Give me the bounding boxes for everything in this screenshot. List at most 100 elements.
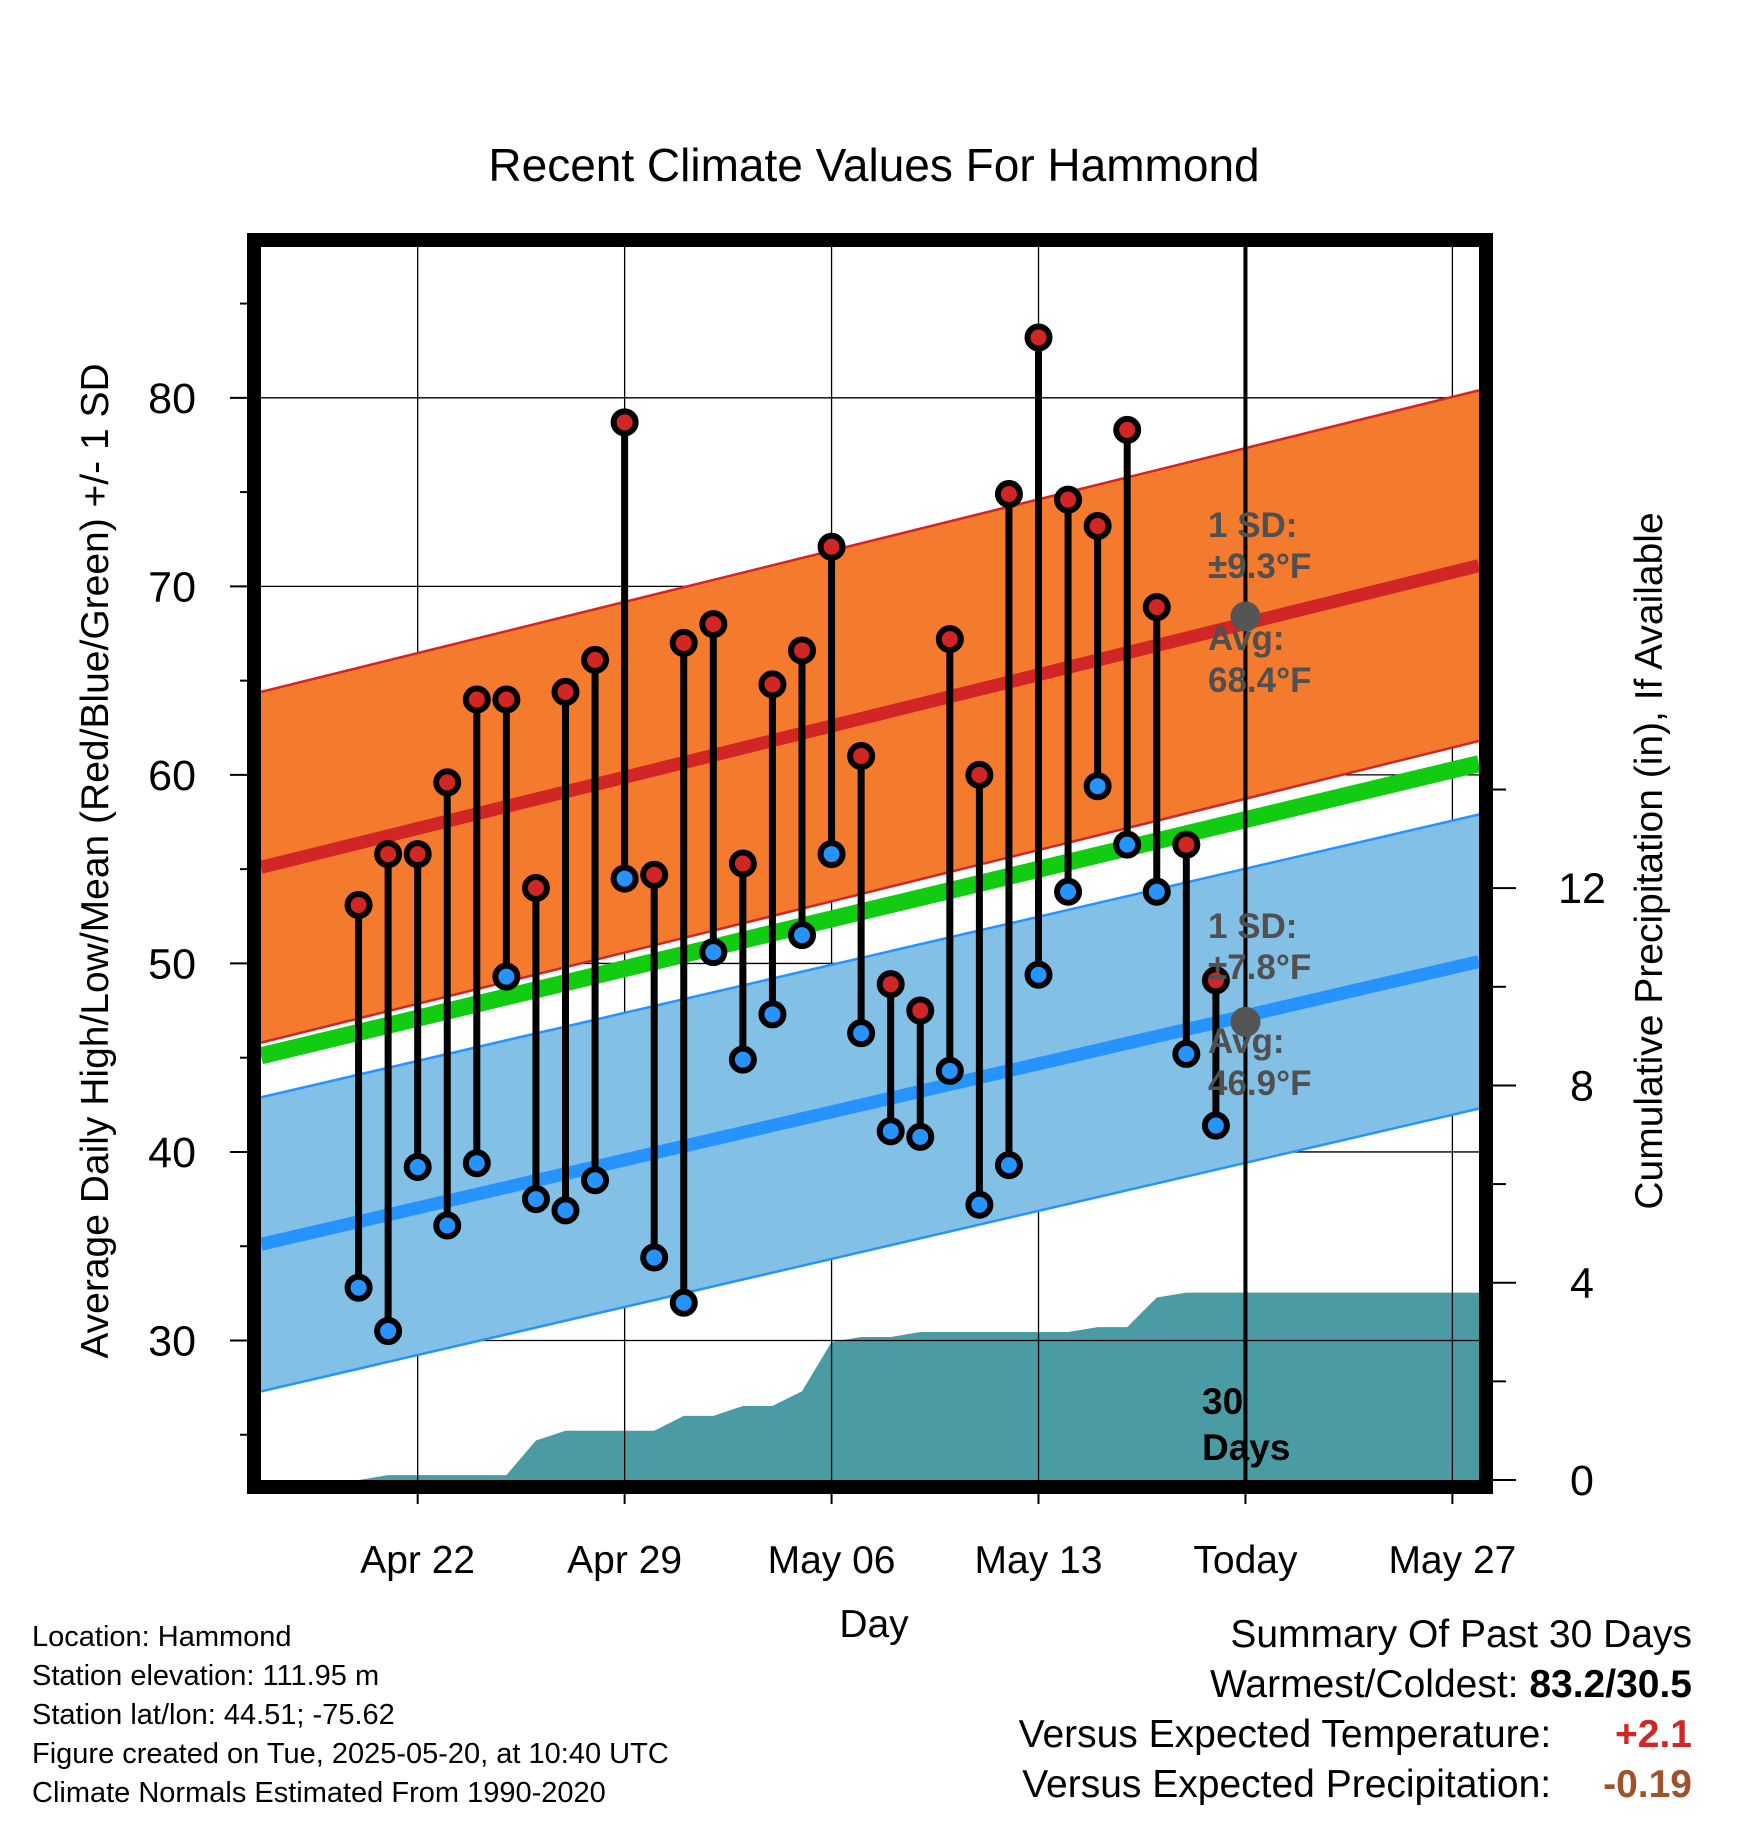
daily-low-point (462, 1149, 491, 1178)
daily-low-point (699, 938, 728, 967)
y-tick-label: 30 (148, 1317, 196, 1365)
band-edges (261, 389, 1479, 1393)
days-word-text: Days (1202, 1427, 1290, 1468)
daily-high-point (788, 636, 817, 665)
daily-high-point (965, 760, 994, 789)
low-avg-dot (1230, 1006, 1261, 1037)
daily-low-point (610, 864, 639, 893)
daily-low-point (1054, 877, 1083, 906)
daily-high-point (1172, 830, 1201, 859)
daily-bar (462, 685, 491, 1178)
daily-high-point (1054, 485, 1083, 514)
today-average-dots (1230, 601, 1261, 1037)
daily-low-point (1083, 772, 1112, 801)
daily-low-point (1201, 1111, 1230, 1140)
daily-low-point (728, 1045, 757, 1074)
y2-tick-label: 0 (1570, 1457, 1594, 1505)
y-tick-label: 40 (148, 1129, 196, 1177)
daily-bar (344, 890, 373, 1302)
normal-low-line (261, 955, 1479, 1251)
daily-bar (610, 408, 639, 893)
daily-range-bars (344, 323, 1230, 1346)
band-edge (261, 1107, 1479, 1393)
daily-low-point (935, 1056, 964, 1085)
daily-low-point (994, 1151, 1023, 1180)
daily-bar (935, 625, 964, 1085)
low-avg-label: Avg: (1208, 1022, 1284, 1061)
daily-high-point (876, 970, 905, 999)
x-axis: Apr 22 Apr 29 May 06 May 13 Today May 27 (360, 1487, 1516, 1582)
daily-high-point (581, 645, 610, 674)
daily-bar (1083, 512, 1112, 801)
x-axis-label: Day (839, 1603, 909, 1646)
high-sd-label: 1 SD: (1208, 506, 1297, 545)
daily-low-point (1024, 960, 1053, 989)
band-edge (261, 389, 1479, 694)
band-edge (261, 739, 1479, 1044)
daily-bar (492, 685, 521, 991)
daily-low-point (788, 921, 817, 950)
daily-bar (1172, 830, 1201, 1068)
latlon-text: Station lat/lon: 44.51; -75.62 (32, 1699, 395, 1731)
summary-panel: Summary Of Past 30 Days Warmest/Coldest:… (1019, 1610, 1692, 1810)
daily-high-point (699, 610, 728, 639)
summary-heading: Summary Of Past 30 Days (1230, 1613, 1692, 1656)
x-tick-label: Today (1193, 1539, 1298, 1582)
normal-mean-line (261, 755, 1479, 1065)
summary-temp-row: Versus Expected Temperature: +2.1 (1019, 1710, 1692, 1760)
daily-high-point (344, 890, 373, 919)
daily-high-point (1024, 323, 1053, 352)
created-text: Figure created on Tue, 2025-05-20, at 10… (32, 1738, 669, 1770)
station-info: Location: Hammond Station elevation: 111… (32, 1618, 669, 1813)
plot-frame (247, 233, 1493, 1494)
y2-axis-label: Cumulative Precipitation (in), If Availa… (1628, 512, 1671, 1209)
daily-high-point (433, 768, 462, 797)
daily-high-point (906, 996, 935, 1025)
y-tick-label: 60 (148, 752, 196, 800)
normal-high-line (261, 559, 1479, 874)
high-avg-label: Avg: (1208, 619, 1284, 658)
daily-high-point (758, 670, 787, 699)
daily-high-point (551, 677, 580, 706)
daily-bar (1024, 323, 1053, 989)
normals-text: Climate Normals Estimated From 1990-2020 (32, 1777, 606, 1809)
annotations: 1 SD: ±9.3°F Avg: 68.4°F 1 SD: ±7.8°F Av… (1208, 506, 1312, 1103)
daily-bar (817, 532, 846, 869)
daily-high-point (1083, 512, 1112, 541)
daily-low-point (817, 840, 846, 869)
days-count-text: 30 (1202, 1381, 1243, 1422)
daily-low-point (758, 1000, 787, 1029)
daily-low-point (965, 1190, 994, 1219)
y2-tick-label: 12 (1558, 865, 1606, 913)
high-avg-dot (1230, 601, 1261, 632)
x-tick-label: May 13 (975, 1539, 1103, 1582)
daily-low-point (1142, 877, 1171, 906)
band-edge (261, 813, 1479, 1099)
daily-bar (640, 860, 669, 1272)
daily-high-point (935, 625, 964, 654)
elevation-text: Station elevation: 111.95 m (32, 1660, 380, 1692)
daily-low-point (1113, 830, 1142, 859)
daily-low-point (492, 962, 521, 991)
daily-low-point (906, 1122, 935, 1151)
daily-bar (669, 628, 698, 1317)
precip-label: Versus Expected Precipitation: (1022, 1763, 1552, 1806)
x-tick-label: May 06 (768, 1539, 896, 1582)
daily-bar (403, 840, 432, 1182)
warm-cold-value: 83.2/30.5 (1529, 1663, 1692, 1706)
summary-precip-row: Versus Expected Precipitation: -0.19 (1019, 1760, 1692, 1810)
y2-tick-label: 4 (1570, 1260, 1594, 1308)
today-days-label: 30 Days (1202, 1381, 1290, 1468)
daily-bar (551, 677, 580, 1225)
daily-high-point (817, 532, 846, 561)
daily-low-point (669, 1288, 698, 1317)
daily-high-point (1142, 593, 1171, 622)
daily-bar (1201, 966, 1230, 1140)
x-tick-label: Apr 22 (360, 1539, 475, 1582)
daily-bar (788, 636, 817, 950)
precip-value: -0.19 (1603, 1763, 1692, 1806)
daily-low-point (640, 1243, 669, 1272)
daily-bar (994, 479, 1023, 1180)
daily-low-point (551, 1196, 580, 1225)
